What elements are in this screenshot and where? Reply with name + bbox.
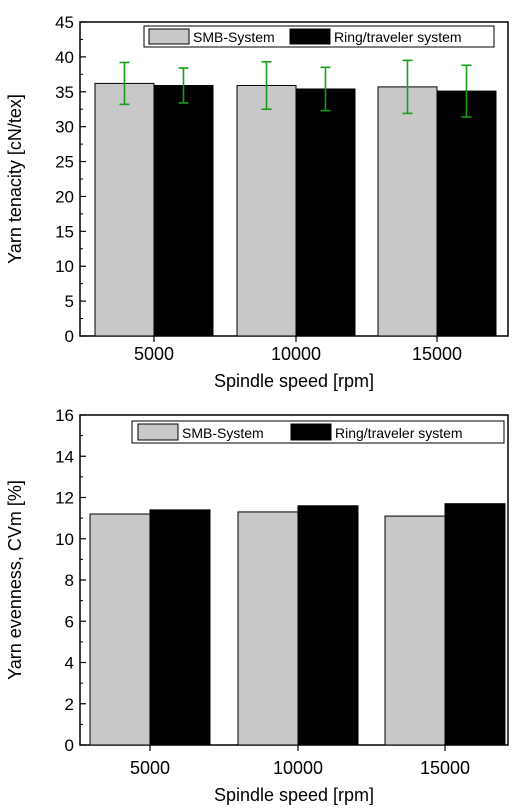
bar-ring-5000 (153, 84, 214, 337)
x-axis-label: Spindle speed [rpm] (214, 371, 374, 391)
y-axis-label: Yarn evenness, CVm [%] (5, 480, 25, 680)
y-tick-label: 0 (65, 327, 74, 346)
y-axis-ticks: 0 2 4 6 8 10 12 14 16 (55, 406, 86, 755)
legend-label-smb: SMB-System (193, 29, 275, 45)
legend: SMB-System Ring/traveler system (131, 420, 505, 444)
bar-ring-10000 (295, 88, 356, 337)
legend-label-smb: SMB-System (182, 425, 264, 441)
x-tick-label: 5000 (134, 344, 174, 364)
bar-ring-15000 (444, 503, 506, 746)
bar-smb-5000 (94, 82, 155, 337)
y-axis-ticks: 0 5 10 15 20 25 30 35 40 45 (55, 13, 86, 346)
bar-ring-5000 (149, 509, 211, 746)
legend: SMB-System Ring/traveler system (143, 25, 495, 48)
legend-swatch-ring (290, 423, 332, 441)
y-tick-label: 10 (55, 257, 74, 276)
y-axis-label: Yarn tenacity [cN/tex] (5, 94, 25, 264)
y-tick-label: 35 (55, 83, 74, 102)
bar-layer (94, 82, 497, 337)
y-tick-label: 0 (65, 736, 74, 755)
bar-smb-15000 (377, 86, 438, 337)
y-tick-label: 45 (55, 13, 74, 32)
bar-layer (89, 503, 506, 746)
y-tick-label: 10 (55, 530, 74, 549)
x-axis-ticks: 5000 10000 15000 (134, 336, 462, 364)
x-tick-label: 10000 (271, 344, 321, 364)
errorbar-layer (119, 59, 472, 118)
y-tick-label: 2 (65, 695, 74, 714)
y-tick-label: 4 (65, 654, 74, 673)
legend-label-ring: Ring/traveler system (334, 29, 462, 45)
y-tick-label: 8 (65, 571, 74, 590)
x-tick-label: 5000 (130, 758, 170, 778)
x-axis-label: Spindle speed [rpm] (214, 785, 374, 805)
y-tick-label: 20 (55, 187, 74, 206)
y-tick-label: 40 (55, 48, 74, 67)
y-tick-label: 6 (65, 612, 74, 631)
bar-smb-10000 (237, 511, 299, 746)
y-tick-label: 16 (55, 406, 74, 425)
y-tick-label: 30 (55, 118, 74, 137)
x-tick-label: 15000 (412, 344, 462, 364)
bar-ring-10000 (297, 505, 359, 746)
legend-swatch-ring (289, 28, 331, 45)
legend-swatch-smb (148, 28, 190, 45)
y-tick-label: 25 (55, 153, 74, 172)
x-tick-label: 15000 (420, 758, 470, 778)
y-tick-label: 15 (55, 222, 74, 241)
tenacity-chart: 0 5 10 15 20 25 30 35 40 45 5000 10000 15000 SMB-Sy… (0, 0, 518, 400)
bar-smb-5000 (89, 513, 151, 746)
tenacity-chart-svg: 0 5 10 15 20 25 30 35 40 45 5000 10000 15000 SMB-Sy… (5, 13, 509, 391)
y-tick-label: 5 (65, 292, 74, 311)
legend-swatch-smb (137, 423, 179, 441)
bar-smb-15000 (384, 515, 446, 746)
x-tick-label: 10000 (273, 758, 323, 778)
bar-ring-15000 (436, 90, 497, 337)
y-tick-label: 12 (55, 489, 74, 508)
x-axis-ticks: 5000 10000 15000 (130, 745, 470, 778)
y-tick-label: 14 (55, 447, 74, 466)
legend-label-ring: Ring/traveler system (335, 425, 463, 441)
evenness-chart: 0 2 4 6 8 10 12 14 16 5000 10000 15000 SMB-System … (0, 400, 518, 806)
evenness-chart-svg: 0 2 4 6 8 10 12 14 16 5000 10000 15000 SMB-System … (5, 406, 509, 805)
bar-smb-10000 (236, 84, 297, 337)
